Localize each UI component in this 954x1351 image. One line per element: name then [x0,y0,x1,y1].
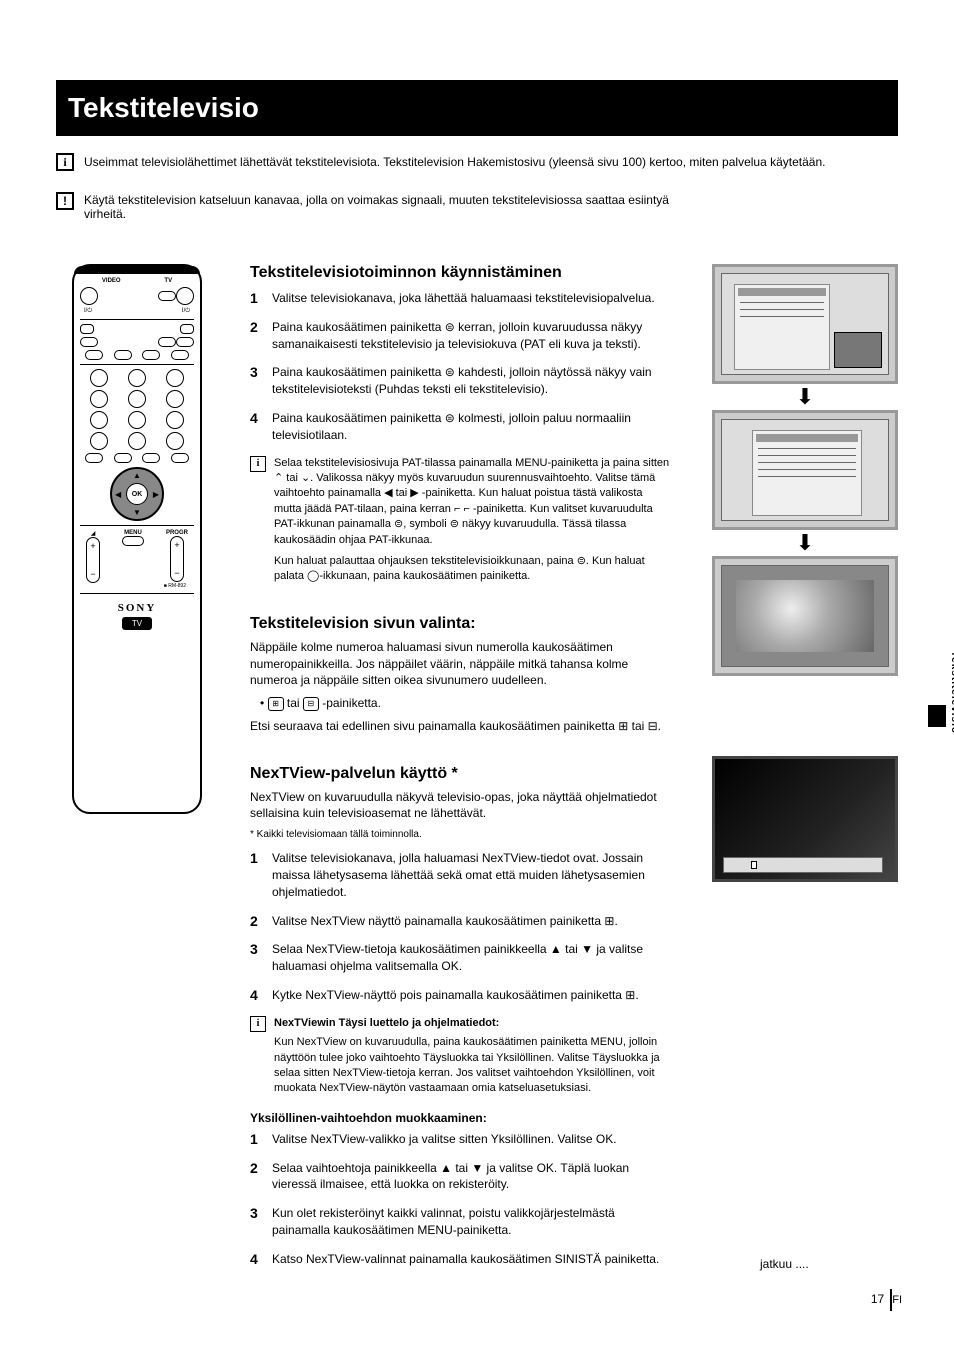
remote-dpad[interactable]: ▲ ▼ ◀ ▶ OK [110,467,164,521]
activation-step-4: Paina kaukosäätimen painiketta ⊜ kolmest… [272,410,670,444]
info-icon-inline: i [250,456,266,472]
activation-step-2: Paina kaukosäätimen painiketta ⊜ kerran,… [272,319,670,353]
remote-model-label: ■ RM-892 [80,583,194,589]
remote-control: VIDEO TV I/⏻ I/⏻ [72,264,202,814]
remote-num-9[interactable] [166,411,184,429]
page-select-body-1: Näppäile kolme numeroa haluamasi sivun n… [250,639,670,689]
remote-tv-power-button[interactable] [176,287,194,305]
side-tab-label: Tekstitelevisio [949,651,954,734]
remote-btn[interactable] [80,337,98,347]
custom-step-4: Katso NexTView-valinnat painamalla kauko… [272,1251,670,1268]
page-select-body-2: Etsi seuraava tai edellinen sivu painama… [250,718,670,735]
tv-figure-3 [712,556,898,676]
remote-video-label: VIDEO [102,278,121,284]
header-bar: Tekstitelevisio [56,80,898,136]
remote-btn[interactable] [176,337,194,347]
remote-btn[interactable] [80,324,94,334]
nextview-figure [712,756,898,882]
remote-num-7[interactable] [90,411,108,429]
tv-figure-1 [712,264,898,384]
custom-step-3: Kun olet rekisteröinyt kaikki valinnat, … [272,1205,670,1239]
remote-color-yellow[interactable] [142,453,160,463]
side-tab [928,705,946,727]
remote-video-power-button[interactable] [158,291,176,301]
nextview-info-body: Kun NexTView on kuvaruudulla, paina kauk… [274,1035,670,1097]
remote-dash-button[interactable] [90,432,108,450]
nextview-custom-title: Yksilöllinen-vaihtoehdon muokkaaminen: [250,1111,670,1125]
remote-brand-logo: SONY [80,602,194,614]
intro-info-text: Useimmat televisiolähettimet lähettävät … [84,155,825,169]
remote-volume-rocker[interactable]: +− [86,537,100,583]
remote-btn[interactable] [142,350,160,360]
nextview-step-2: Valitse NexTView näyttö painamalla kauko… [272,913,670,930]
activation-title: Tekstitelevisiotoiminnon käynnistäminen [250,264,670,282]
remote-num-2[interactable] [128,369,146,387]
remote-num-1[interactable] [90,369,108,387]
page-select-title: Tekstitelevision sivun valinta: [250,615,670,633]
intro-warn-text: Käytä tekstitelevision katseluun kanavaa… [84,193,684,221]
remote-num-5[interactable] [128,390,146,408]
tv-figure-2 [712,410,898,530]
activation-step-3: Paina kaukosäätimen painiketta ⊜ kahdest… [272,364,670,398]
nextview-footnote: * Kaikki televisiomaan tällä toiminnolla… [250,828,670,842]
remote-color-blue[interactable] [171,453,189,463]
remote-menu-button[interactable] [122,536,144,546]
remote-btn[interactable] [114,350,132,360]
info-note-1: Selaa tekstitelevisiosivuja PAT-tilassa … [274,456,670,548]
figure-stack: ⬇ ⬇ [712,264,898,882]
remote-btn[interactable] [171,350,189,360]
remote-num-0[interactable] [128,432,146,450]
remote-progr-rocker[interactable]: +− [170,536,184,582]
remote-mute-button[interactable] [80,287,98,305]
arrow-down-icon: ⬇ [712,536,898,550]
warning-icon: ! [56,192,74,210]
remote-tv-badge: TV [122,617,152,630]
remote-btn[interactable] [180,324,194,334]
remote-btn[interactable] [158,337,176,347]
remote-btn[interactable] [85,350,103,360]
nextview-title: NexTView-palvelun käyttö * [250,765,670,783]
remote-num-3[interactable] [166,369,184,387]
page-number: 17FI [871,1289,902,1311]
remote-num-4[interactable] [90,390,108,408]
custom-step-1: Valitse NexTView-valikko ja valitse sitt… [272,1131,670,1148]
nextview-intro: NexTView on kuvaruudulla näkyvä televisi… [250,789,670,823]
activation-step-1: Valitse televisiokanava, joka lähettää h… [272,290,670,307]
info-note-2: Kun haluat palauttaa ohjauksen tekstitel… [274,554,670,585]
nextview-step-4: Kytke NexTView-näyttö pois painamalla ka… [272,987,670,1004]
arrow-down-icon: ⬇ [712,390,898,404]
custom-step-2: Selaa vaihtoehtoja painikkeella ▲ tai ▼ … [272,1160,670,1194]
content-column: Tekstitelevisiotoiminnon käynnistäminen … [250,264,670,1280]
continues-label: jatkuu .... [760,1257,809,1271]
remote-color-green[interactable] [114,453,132,463]
remote-color-red[interactable] [85,453,103,463]
nextview-step-1: Valitse televisiokanava, jolla haluamasi… [272,850,670,900]
info-icon-inline: i [250,1016,266,1032]
remote-tv-label: TV [164,278,172,284]
info-icon: i [56,153,74,171]
header-title: Tekstitelevisio [68,92,259,124]
remote-num-6[interactable] [166,390,184,408]
remote-ok-button[interactable]: OK [126,483,148,505]
remote-num-8[interactable] [128,411,146,429]
remote-cycle-button[interactable] [166,432,184,450]
nextview-timeline [723,857,883,873]
page-up-icon: ⊞ [268,697,284,711]
nextview-info-subtitle: NexTViewin Täysi luettelo ja ohjelmatied… [274,1016,670,1031]
nextview-step-3: Selaa NexTView-tietoja kaukosäätimen pai… [272,941,670,975]
page-down-icon: ⊟ [303,697,319,711]
